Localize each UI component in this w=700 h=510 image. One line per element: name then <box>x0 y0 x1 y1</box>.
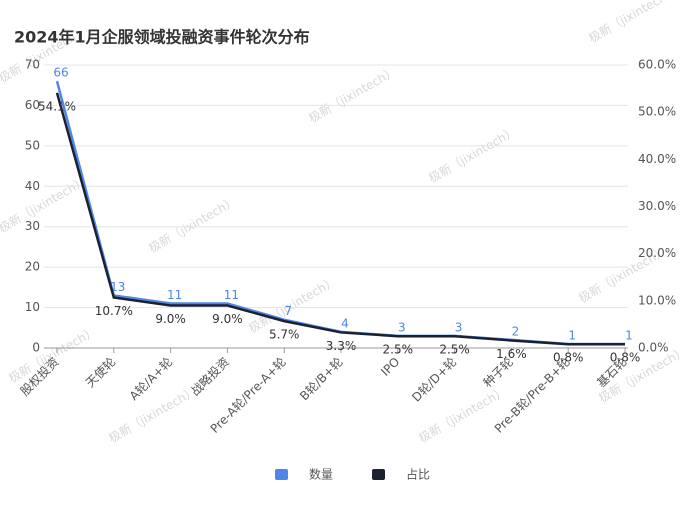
data-label: 7 <box>284 304 292 318</box>
data-label: 9.0% <box>212 312 243 326</box>
legend-swatch <box>372 469 385 480</box>
y2-tick-label: 0.0% <box>638 341 669 355</box>
chart-title: 2024年1月企服领域投融资事件轮次分布 <box>14 28 310 47</box>
data-label: 0.8% <box>553 351 584 365</box>
watermark: 极新（jixintech） <box>246 273 339 335</box>
y-tick-label: 40 <box>25 179 40 193</box>
y2-tick-label: 50.0% <box>638 105 676 119</box>
data-label: 2.5% <box>383 343 414 357</box>
y-tick-label: 50 <box>25 138 40 152</box>
x-tick-label: 天使轮 <box>82 354 118 390</box>
watermark: 极新（jixintech） <box>146 193 239 255</box>
x-tick-label: IPO <box>378 355 402 379</box>
y-tick-label: 20 <box>25 260 40 274</box>
y2-tick-label: 60.0% <box>638 58 676 72</box>
data-label: 1 <box>625 328 633 342</box>
data-label: 11 <box>224 288 239 302</box>
data-label: 3 <box>398 320 406 334</box>
y2-tick-label: 40.0% <box>638 152 676 166</box>
data-label: 13 <box>110 280 125 294</box>
legend-label: 占比 <box>406 467 430 482</box>
x-tick-label: B轮/B+轮 <box>297 355 345 403</box>
y-tick-label: 30 <box>25 219 40 233</box>
y-tick-label: 70 <box>25 58 40 72</box>
y2-tick-label: 10.0% <box>638 293 676 307</box>
data-label: 5.7% <box>269 328 300 342</box>
data-label: 54.1% <box>38 99 76 113</box>
data-label: 11 <box>167 288 182 302</box>
data-label: 10.7% <box>95 304 133 318</box>
data-label: 4 <box>341 316 349 330</box>
data-label: 9.0% <box>155 312 186 326</box>
y-tick-label: 0 <box>32 341 40 355</box>
data-label: 3.3% <box>326 339 357 353</box>
y2-tick-label: 20.0% <box>638 246 676 260</box>
data-label: 1 <box>568 328 576 342</box>
data-label: 1.6% <box>496 347 527 361</box>
y2-tick-label: 30.0% <box>638 199 676 213</box>
data-label: 66 <box>53 66 68 80</box>
x-tick-label: A轮/A+轮 <box>127 355 175 403</box>
data-label: 2.5% <box>439 343 470 357</box>
watermark: 极新（jixintech） <box>6 323 99 385</box>
x-tick-label: 战略投资 <box>187 354 232 399</box>
watermark: 极新（jixintech） <box>106 383 199 445</box>
legend-swatch <box>275 469 288 480</box>
data-label: 0.8% <box>610 351 641 365</box>
legend-label: 数量 <box>309 467 333 482</box>
y-tick-label: 60 <box>25 98 40 112</box>
x-tick-label: D轮/D+轮 <box>409 355 459 405</box>
data-label: 3 <box>455 320 463 334</box>
watermark: 极新（jixintech） <box>306 63 399 125</box>
series-line <box>55 92 625 346</box>
watermark: 极新（jixintech） <box>426 123 519 185</box>
data-label: 2 <box>512 324 520 338</box>
y-tick-label: 10 <box>25 300 40 314</box>
series-line <box>55 80 625 346</box>
watermark: 极新（jixintech） <box>586 0 679 46</box>
